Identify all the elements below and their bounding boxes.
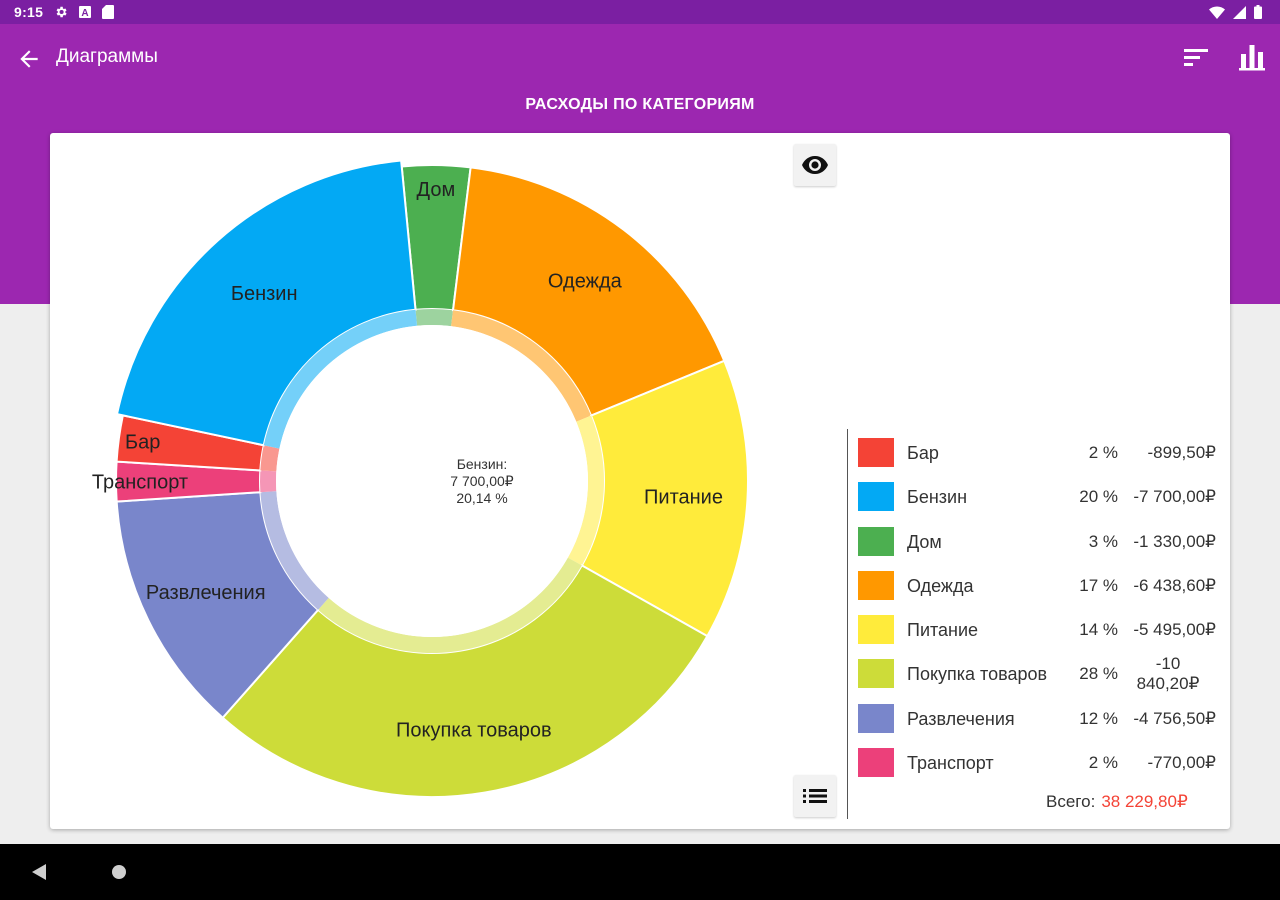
slice-label: Одежда (548, 271, 623, 293)
page-heading: РАСХОДЫ ПО КАТЕГОРИЯМ (525, 96, 755, 113)
legend-divider (847, 429, 848, 819)
sort-button[interactable] (1182, 44, 1210, 72)
total-value: 38 229,80₽ (1101, 792, 1188, 811)
legend-amount: -770,00₽ (1147, 753, 1216, 773)
donut-chart[interactable]: Дом Одежда Питание Покупка товаров Развлечен… (50, 133, 810, 829)
legend-swatch (858, 482, 894, 512)
status-left-icons: A (54, 5, 114, 19)
settings-icon (56, 6, 67, 18)
legend-amount: -10 840,20₽ (1136, 654, 1200, 694)
legend-percent: 17 % (1079, 575, 1118, 595)
legend-swatch (858, 438, 894, 467)
sort-icon (1184, 49, 1208, 66)
status-time: 9:15 (14, 4, 44, 20)
legend-percent: 20 % (1079, 487, 1118, 507)
svg-text:A: A (81, 8, 88, 19)
legend-row-pitanie[interactable]: Питание 14 % -5 495,00₽ (858, 608, 1218, 652)
legend-name: Питание (907, 620, 979, 641)
chart-card: Дом Одежда Питание Покупка товаров Развлечен… (50, 133, 1230, 829)
legend-row-dom[interactable]: Дом 3 % -1 330,00₽ (858, 520, 1218, 564)
donut-inner-ring (567, 415, 604, 566)
back-button[interactable] (16, 46, 42, 72)
donut-inner-ring (260, 470, 277, 493)
legend-swatch (858, 570, 894, 600)
legend-amount: -5 495,00₽ (1133, 620, 1216, 640)
legend-name: Одежда (907, 575, 974, 596)
system-nav-bar (0, 844, 1280, 900)
slice-label: Покупка товаров (396, 719, 552, 741)
legend-swatch (858, 615, 894, 645)
status-right-icons (1209, 5, 1262, 19)
donut-inner-ring (415, 309, 454, 327)
legend-swatch (858, 526, 894, 556)
status-bar: 9:15 A (0, 0, 1280, 24)
legend-percent: 2 % (1088, 443, 1118, 462)
legend-row-odezhda[interactable]: Одежда 17 % -6 438,60₽ (858, 564, 1218, 608)
legend-name: Бензин (907, 487, 968, 508)
legend-total: Всего: 38 229,80₽ (1046, 792, 1188, 812)
legend-percent: 14 % (1079, 620, 1118, 640)
legend-amount: -6 438,60₽ (1133, 575, 1216, 595)
legend-row-pokupka[interactable]: Покупка товаров 28 % -10 840,20₽ (858, 652, 1218, 696)
nav-home-icon[interactable] (112, 865, 126, 879)
donut-inner-ring (260, 491, 329, 610)
legend-name: Дом (907, 531, 942, 552)
nav-back-icon[interactable] (30, 863, 48, 881)
donut-inner-ring (263, 309, 418, 449)
list-icon (803, 789, 827, 803)
list-view-button[interactable] (794, 775, 836, 817)
slice-label: Бензин (231, 283, 298, 305)
donut-inner-ring (260, 445, 280, 472)
a-notification-icon: A (79, 6, 91, 19)
donut-inner-ring (318, 557, 582, 654)
legend-amount: -1 330,00₽ (1133, 531, 1216, 551)
legend-percent: 28 % (1079, 664, 1118, 684)
legend-percent: 2 % (1088, 753, 1118, 773)
selected-slice-percent: 20,14 % (456, 490, 508, 506)
eye-icon (802, 156, 828, 174)
slice-label: Развлечения (146, 582, 266, 604)
legend-amount: -899,50₽ (1147, 443, 1216, 462)
slice-label: Питание (644, 487, 723, 509)
signal-icon (1233, 5, 1246, 19)
legend-swatch (858, 703, 894, 733)
legend-row-razvlecheniya[interactable]: Развлечения 12 % -4 756,50₽ (858, 697, 1218, 741)
chart-type-button[interactable] (1238, 42, 1266, 72)
battery-icon (1254, 5, 1262, 19)
legend-row-benzin[interactable]: Бензин 20 % -7 700,00₽ (858, 475, 1218, 519)
donut-inner-ring (451, 310, 592, 422)
sd-card-icon (102, 5, 114, 19)
bar-chart-icon (1239, 45, 1265, 71)
legend-row-transport[interactable]: Транспорт 2 % -770,00₽ (858, 741, 1218, 785)
app-title: Диаграммы (56, 46, 158, 67)
toggle-labels-button[interactable] (794, 144, 836, 186)
legend-percent: 12 % (1079, 708, 1118, 728)
slice-label: Дом (417, 179, 456, 201)
wifi-icon (1209, 5, 1225, 19)
legend-name: Транспорт (907, 753, 994, 774)
total-label: Всего: (1046, 792, 1096, 811)
selected-slice-amount: 7 700,00₽ (450, 473, 514, 489)
selected-slice-info: Бензин: 7 700,00₽ 20,14 % (402, 456, 562, 507)
legend-name: Покупка товаров (907, 664, 1048, 685)
legend-name: Развлечения (907, 708, 1015, 729)
legend-swatch (858, 659, 894, 689)
arrow-back-icon (20, 50, 38, 68)
legend-amount: -7 700,00₽ (1133, 487, 1216, 507)
slice-label: Бар (125, 432, 160, 454)
legend: Бар 2 % -899,50₽ Бензин 20 % -7 700,00₽ … (858, 431, 1218, 785)
legend-swatch (858, 748, 894, 778)
donut-hole (276, 325, 588, 637)
legend-percent: 3 % (1088, 531, 1118, 551)
legend-row-bar[interactable]: Бар 2 % -899,50₽ (858, 431, 1218, 475)
legend-name: Бар (907, 443, 939, 463)
legend-amount: -4 756,50₽ (1133, 708, 1216, 728)
selected-slice-name: Бензин: (456, 456, 508, 472)
slice-label: Транспорт (92, 472, 188, 494)
